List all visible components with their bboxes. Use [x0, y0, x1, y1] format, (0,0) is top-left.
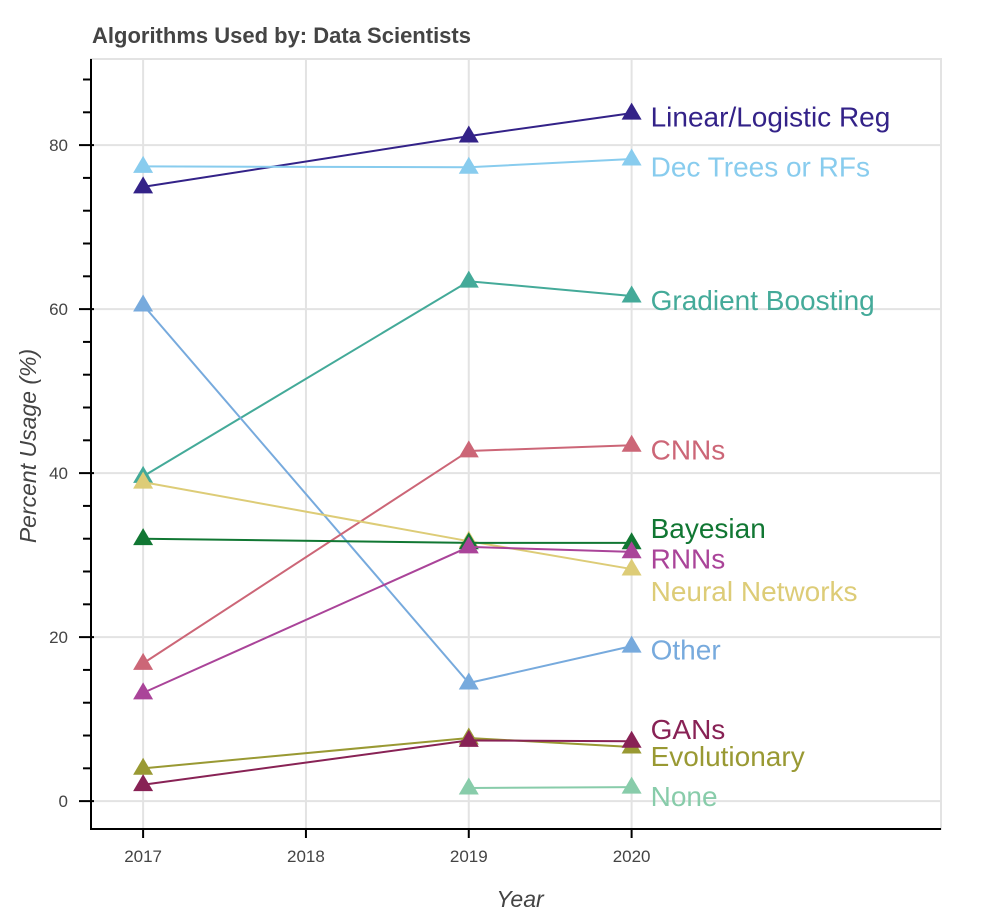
series-line: [468, 786, 632, 789]
x-axis-label: Year: [496, 886, 545, 912]
series-none: [458, 776, 642, 795]
series-label-gans: GANs: [651, 714, 726, 745]
data-point-marker: [133, 774, 154, 792]
series-line: [143, 537, 632, 544]
series-label-cnns: CNNs: [651, 434, 726, 465]
y-tick-label: 80: [49, 136, 68, 155]
y-axis-label: Percent Usage (%): [15, 349, 41, 543]
data-point-marker: [133, 757, 154, 775]
data-point-marker: [458, 156, 479, 174]
series-line: [142, 545, 632, 694]
chart-title: Algorithms Used by: Data Scientists: [92, 23, 471, 48]
data-point-marker: [458, 672, 479, 690]
series-label-neural-networks: Neural Networks: [651, 576, 858, 607]
data-point-marker: [621, 730, 642, 748]
series-gans: [133, 729, 642, 792]
series-label-rnns: RNNs: [651, 543, 726, 574]
series-line: [143, 158, 632, 169]
y-tick-label: 40: [49, 464, 68, 483]
series-label-dec-trees-or-rfs: Dec Trees or RFs: [651, 151, 870, 182]
series-cnns: [133, 434, 642, 670]
axes: 2017 2018 2019 2020 0 20 40 60 80: [49, 59, 941, 866]
data-point-marker: [458, 440, 479, 458]
data-point-marker: [133, 155, 154, 173]
x-tick-label: 2020: [613, 847, 651, 866]
series-label-linear-logistic-reg: Linear/Logistic Reg: [651, 101, 891, 132]
series-label-none: None: [651, 781, 718, 812]
data-point-marker: [458, 125, 479, 143]
series-linear-logistic-reg: [133, 102, 642, 194]
data-point-marker: [621, 434, 642, 452]
data-point-marker: [133, 528, 154, 546]
x-tick-label: 2017: [124, 847, 162, 866]
data-point-marker: [458, 536, 479, 554]
series-line: [142, 481, 632, 571]
data-point-marker: [458, 777, 479, 795]
series-dec-trees-or-rfs: [133, 148, 642, 174]
series-rnns: [133, 536, 642, 700]
series-bayesian: [133, 528, 642, 550]
data-point-marker: [621, 148, 642, 166]
x-tick-label: 2019: [450, 847, 488, 866]
y-tick-label: 20: [49, 628, 68, 647]
series-layer: [133, 102, 642, 795]
series-line: [143, 736, 632, 770]
series-labels: Linear/Logistic Reg Dec Trees or RFs Gradi…: [651, 101, 891, 812]
data-point-marker: [621, 776, 642, 794]
series-label-evolutionary: Evolutionary: [651, 741, 805, 772]
data-point-marker: [621, 285, 642, 303]
series-other: [133, 294, 642, 690]
series-line: [142, 739, 632, 786]
data-point-marker: [133, 652, 154, 670]
data-point-marker: [621, 102, 642, 120]
series-label-other: Other: [651, 634, 721, 665]
y-tick-label: 0: [59, 792, 68, 811]
series-line: [142, 304, 632, 685]
series-label-bayesian: Bayesian: [651, 513, 766, 544]
data-point-marker: [458, 270, 479, 288]
y-tick-label: 60: [49, 300, 68, 319]
series-label-gradient-boosting: Gradient Boosting: [651, 285, 875, 316]
data-point-marker: [133, 682, 154, 700]
data-point-marker: [133, 471, 154, 489]
series-neural-networks: [133, 471, 642, 576]
data-point-marker: [621, 558, 642, 576]
data-point-marker: [621, 541, 642, 559]
data-point-marker: [458, 729, 479, 747]
series-line: [142, 112, 632, 188]
x-tick-label: 2018: [287, 847, 325, 866]
data-point-marker: [621, 635, 642, 653]
series-line: [142, 444, 632, 665]
series-gradient-boosting: [133, 270, 642, 483]
data-point-marker: [133, 176, 154, 194]
data-point-marker: [133, 294, 154, 312]
data-point-marker: [621, 532, 642, 550]
